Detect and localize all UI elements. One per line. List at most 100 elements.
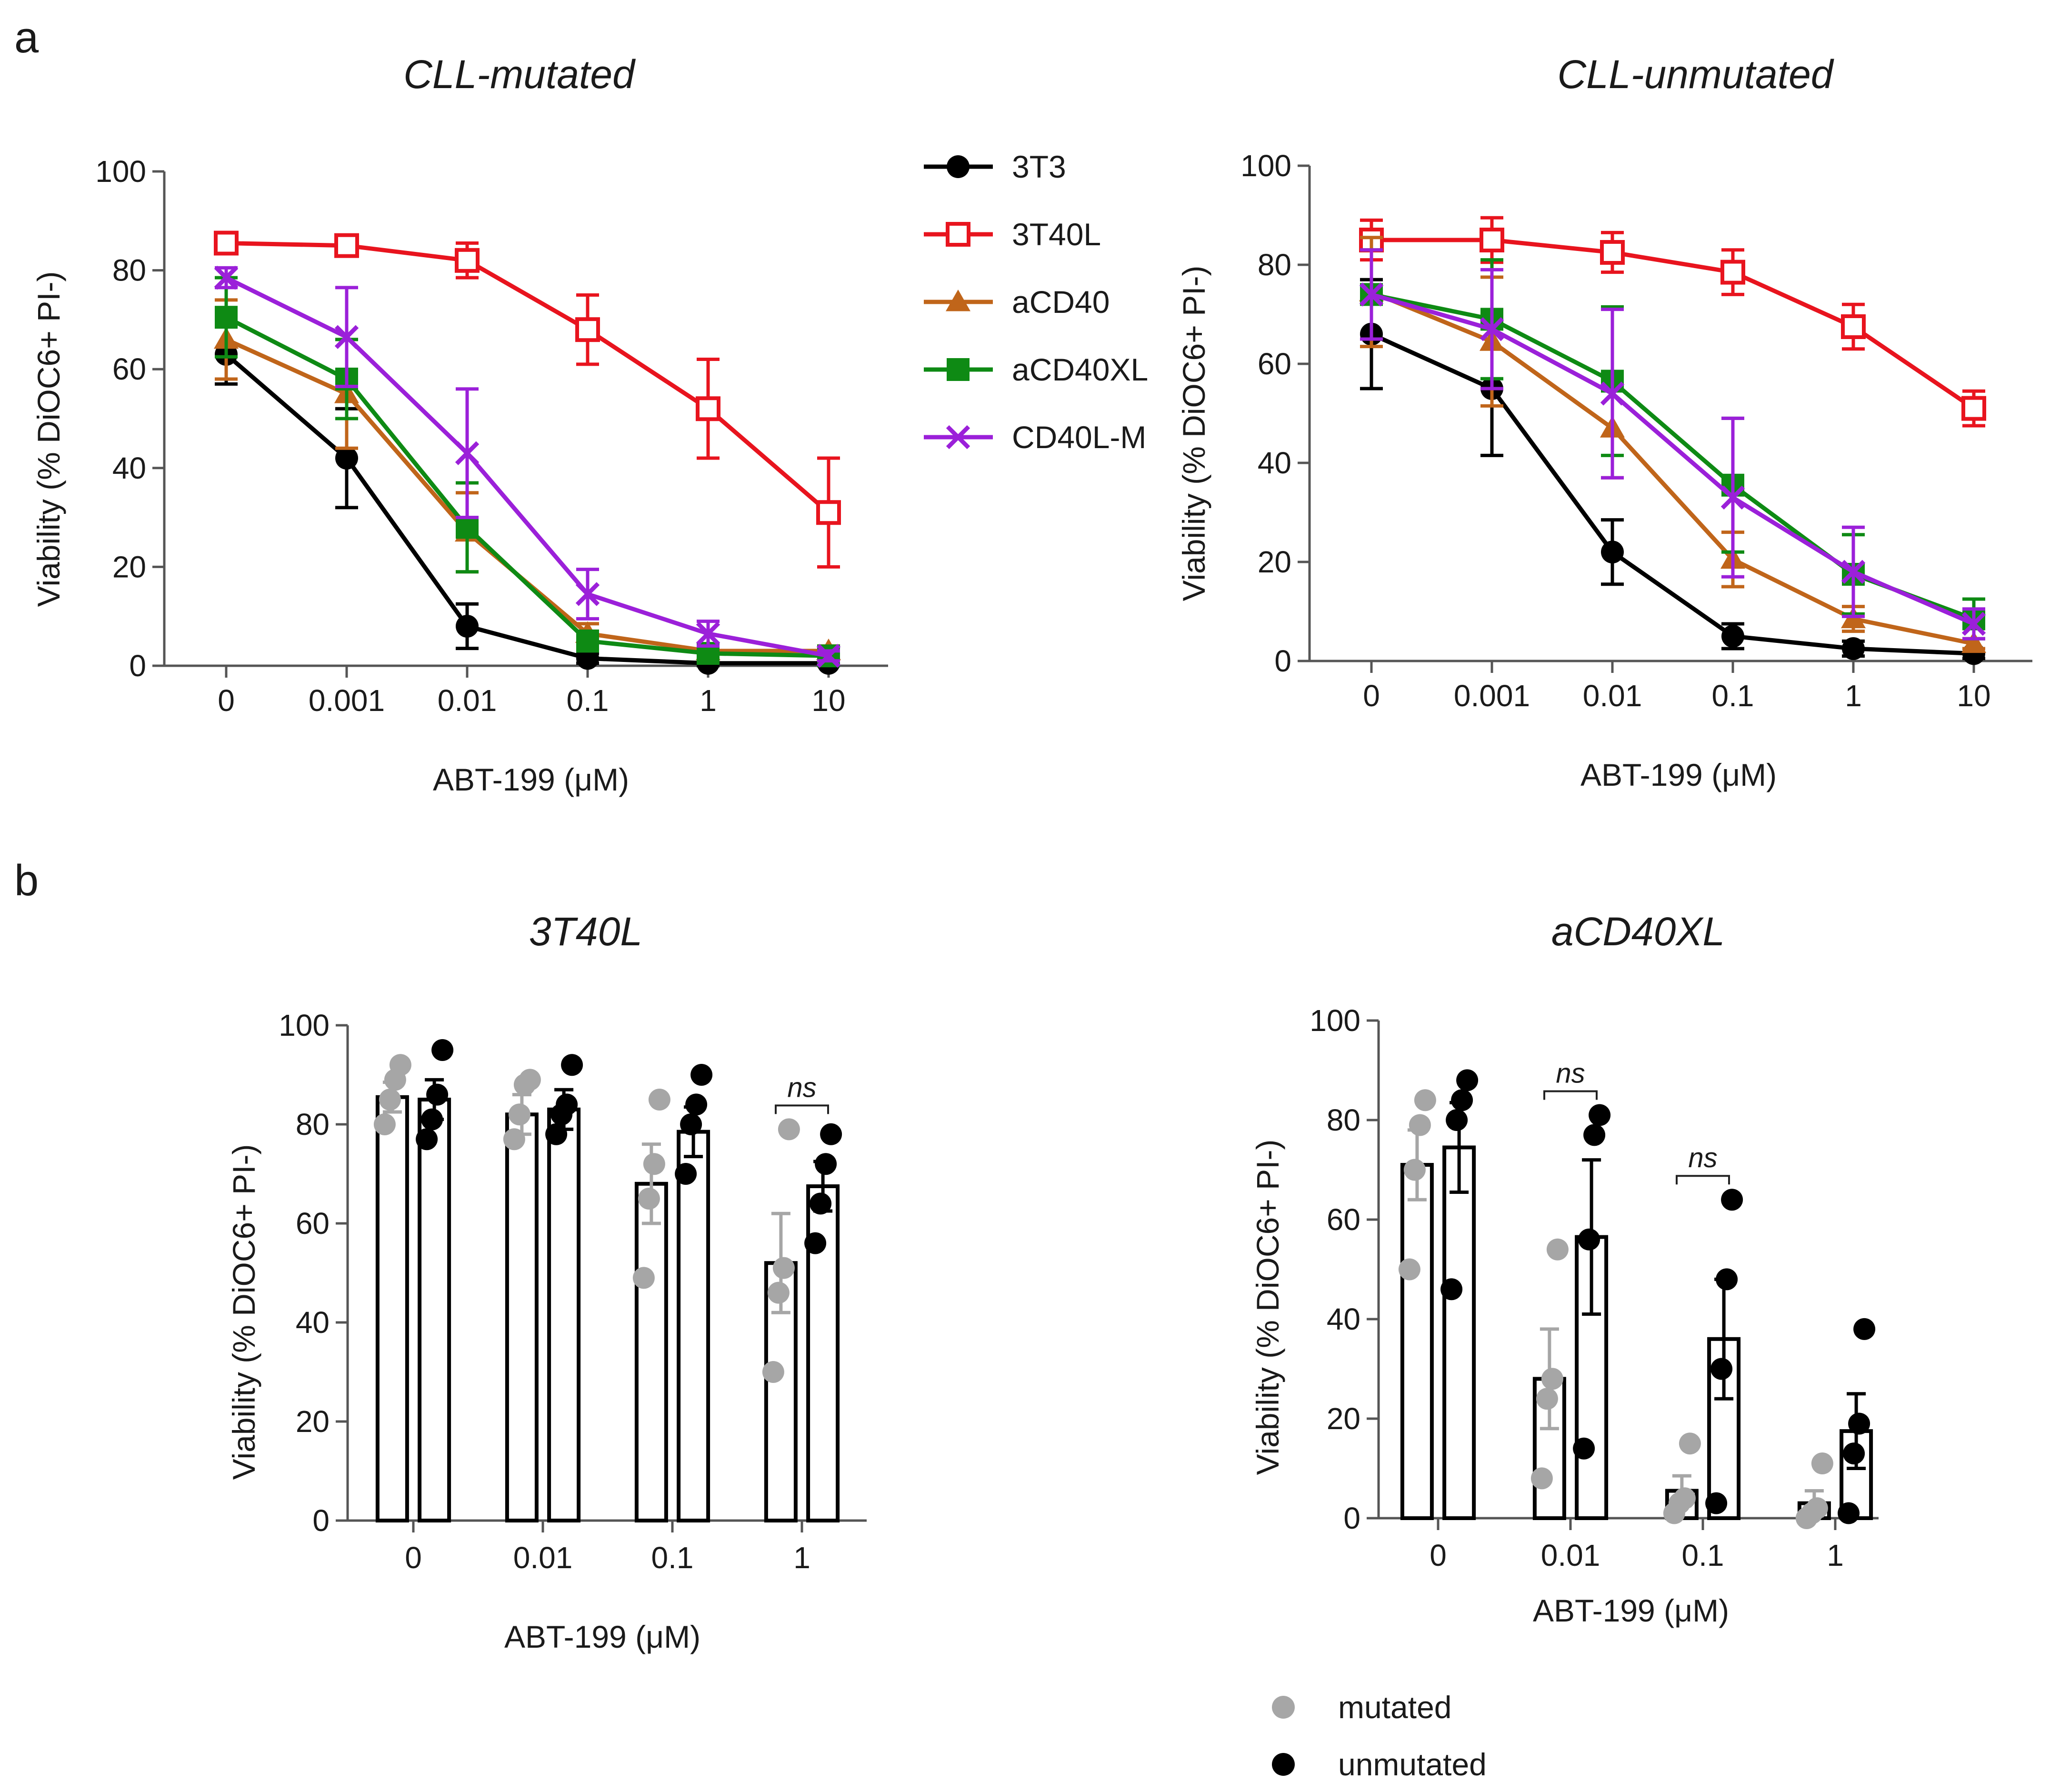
data-point: [1403, 1159, 1426, 1181]
x-tick-label: 10: [1957, 679, 1990, 713]
data-point: [576, 630, 599, 653]
significance-bracket: [1676, 1175, 1730, 1185]
series-line: [1370, 292, 1975, 626]
chart-acd40xl-bars: aCD40XL ABT-199 (μM) Viability (% DiOC6+…: [1250, 909, 1879, 1628]
marker-stroke: [1720, 485, 1745, 510]
data-point: [1451, 1089, 1473, 1111]
data-point: [1578, 1228, 1600, 1251]
data-point: [696, 396, 720, 421]
bar-group-mutated: [373, 1054, 411, 1523]
bar: [634, 1181, 668, 1523]
chart-title: 3T40L: [529, 909, 642, 954]
data-point: [1961, 631, 1986, 653]
significance-label: ns: [1688, 1142, 1717, 1173]
significance-bracket: [1543, 1090, 1598, 1100]
bar: [1400, 1163, 1434, 1521]
x-tick-label: 1: [1845, 679, 1862, 713]
y-tick-label: 0: [129, 649, 146, 683]
x-tick-label: 1: [793, 1541, 810, 1575]
x-tick-label: 0.001: [1454, 679, 1530, 713]
bar-group-unmutated: [804, 1123, 842, 1522]
data-point: [1530, 1467, 1553, 1490]
bar: [1442, 1145, 1476, 1521]
series-cd40l-m: [1359, 248, 1986, 641]
series-line: [225, 276, 829, 658]
data-point: [519, 1069, 541, 1091]
marker-stroke: [1480, 317, 1504, 341]
chart-cll-unmutated: CLL-unmutated ABT-199 (μM) Viability (% …: [1176, 52, 2032, 792]
data-point: [1710, 1358, 1733, 1380]
significance-bracket: [775, 1104, 829, 1114]
data-point: [576, 647, 599, 670]
data-point: [455, 441, 480, 465]
data-point: [335, 447, 358, 470]
bar-group-mutated: [1663, 1432, 1701, 1524]
data-point: [373, 1113, 396, 1135]
data-point: [1720, 485, 1745, 510]
series-3t3: [1360, 278, 1985, 665]
data-point: [685, 1093, 708, 1116]
series-line: [226, 241, 830, 514]
y-tick-label: 80: [1258, 248, 1291, 282]
bar-group-unmutated: [416, 1039, 454, 1522]
bar-group-mutated: [632, 1089, 670, 1523]
bar: [418, 1098, 451, 1522]
x-tick-label: 0.1: [567, 683, 609, 718]
data-point: [334, 233, 359, 258]
y-tick-label: 80: [296, 1107, 330, 1141]
chart-cll-mutated: CLL-mutated ABT-199 (μM) Viability (% Di…: [31, 52, 888, 797]
y-tick-label: 0: [312, 1503, 330, 1538]
series-line: [225, 337, 829, 653]
bar-group-mutated: [1795, 1452, 1833, 1529]
chart-title: CLL-unmutated: [1557, 52, 1834, 97]
data-point: [1679, 1432, 1701, 1455]
data-point: [1842, 637, 1865, 660]
panel-a-label: a: [14, 13, 39, 62]
data-point: [1806, 1497, 1828, 1520]
significance-annotation: ns: [1543, 1058, 1598, 1100]
legend-label: aCD40: [1012, 284, 1110, 320]
data-point: [1720, 260, 1745, 285]
marker-stroke: [946, 425, 970, 450]
data-point: [214, 265, 239, 290]
legend-label-unmutated: unmutated: [1338, 1747, 1487, 1782]
data-point: [575, 317, 600, 342]
marker-stroke: [334, 325, 359, 349]
y-tick-label: 60: [1327, 1202, 1360, 1237]
bar-group-mutated: [1398, 1089, 1436, 1521]
x-tick-label: 0: [1363, 679, 1380, 713]
data-point: [1705, 1492, 1728, 1514]
y-tick-label: 100: [95, 154, 146, 189]
y-axis-label: Viability (% DiOC6+ PI-): [1250, 1140, 1285, 1475]
chart-title: CLL-mutated: [403, 52, 636, 97]
series-acd40: [214, 298, 841, 661]
legend-label: aCD40XL: [1012, 352, 1148, 387]
panel-b-label: b: [14, 856, 39, 905]
bar-group-mutated: [503, 1069, 541, 1522]
y-tick-label: 20: [1258, 545, 1291, 579]
legend-item-cd40l-m: CD40L-M: [924, 420, 1146, 455]
data-point: [1546, 1238, 1569, 1261]
chart-3t40l-bars: 3T40L ABT-199 (μM) Viability (% DiOC6+ P…: [226, 909, 867, 1654]
data-point: [1409, 1114, 1431, 1136]
y-tick-label: 20: [1327, 1402, 1360, 1436]
data-point: [816, 644, 841, 668]
data-point: [820, 1123, 842, 1145]
data-point: [1583, 1124, 1606, 1146]
x-tick-label: 0: [218, 683, 235, 718]
y-tick-label: 100: [279, 1008, 330, 1042]
bar-group-unmutated: [675, 1064, 713, 1523]
y-tick-label: 40: [296, 1305, 330, 1340]
marker-stroke: [575, 582, 600, 606]
x-tick-label: 0: [1430, 1538, 1447, 1572]
marker-stroke: [1359, 282, 1384, 307]
legend-marker-mutated: [1272, 1696, 1295, 1719]
x-tick-label: 0.01: [1583, 679, 1642, 713]
y-axis-label: Viability (% DiOC6+ PI-): [226, 1144, 261, 1480]
data-point: [215, 306, 238, 329]
y-tick-label: 20: [112, 550, 146, 584]
bar-group-unmutated: [1705, 1189, 1743, 1521]
data-point: [1480, 317, 1504, 341]
data-point: [456, 516, 479, 539]
x-tick-label: 0.1: [1682, 1538, 1724, 1572]
